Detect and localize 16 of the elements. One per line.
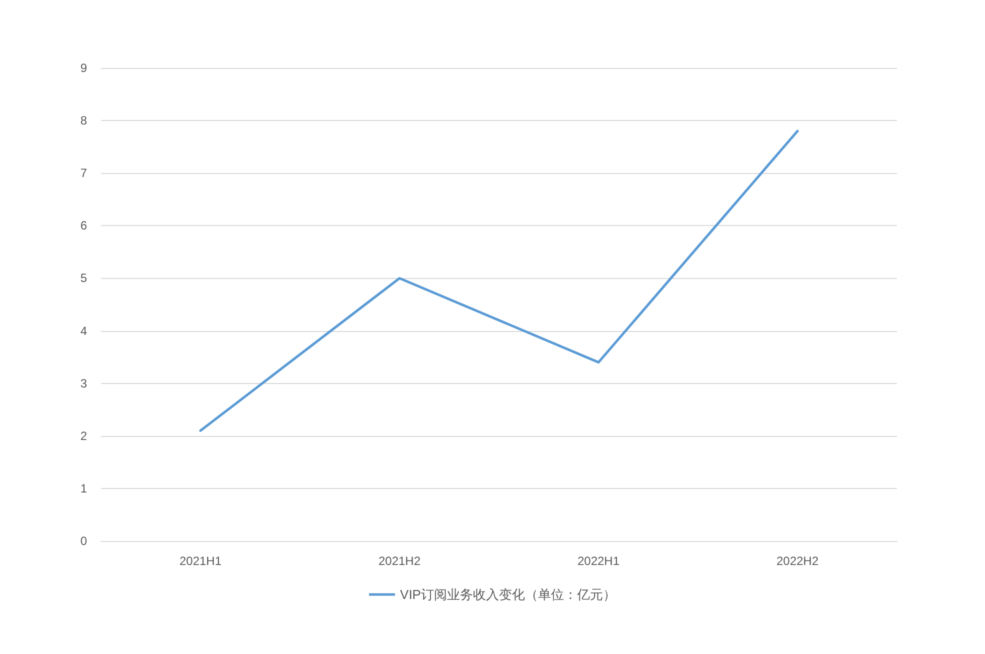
y-tick-label: 9 [80,61,88,75]
legend-label: VIP订阅业务收入变化（单位：亿元） [400,587,616,602]
x-tick-label: 2021H1 [179,554,222,568]
y-tick-label: 2 [80,428,88,443]
y-tick-label: 7 [80,166,88,180]
y-tick-label: 8 [80,114,88,128]
y-tick-label: 3 [80,376,88,390]
y-tick-label: 6 [80,218,88,233]
x-tick-label: 2022H2 [776,554,819,568]
line-series [199,130,799,432]
y-tick-label: 1 [80,481,88,496]
y-tick-label: 5 [80,271,88,286]
x-tick-label: 2021H2 [378,554,421,568]
x-tick-label: 2022H1 [577,554,620,568]
y-tick-label: 4 [80,324,88,338]
y-tick-label: 0 [80,534,88,548]
